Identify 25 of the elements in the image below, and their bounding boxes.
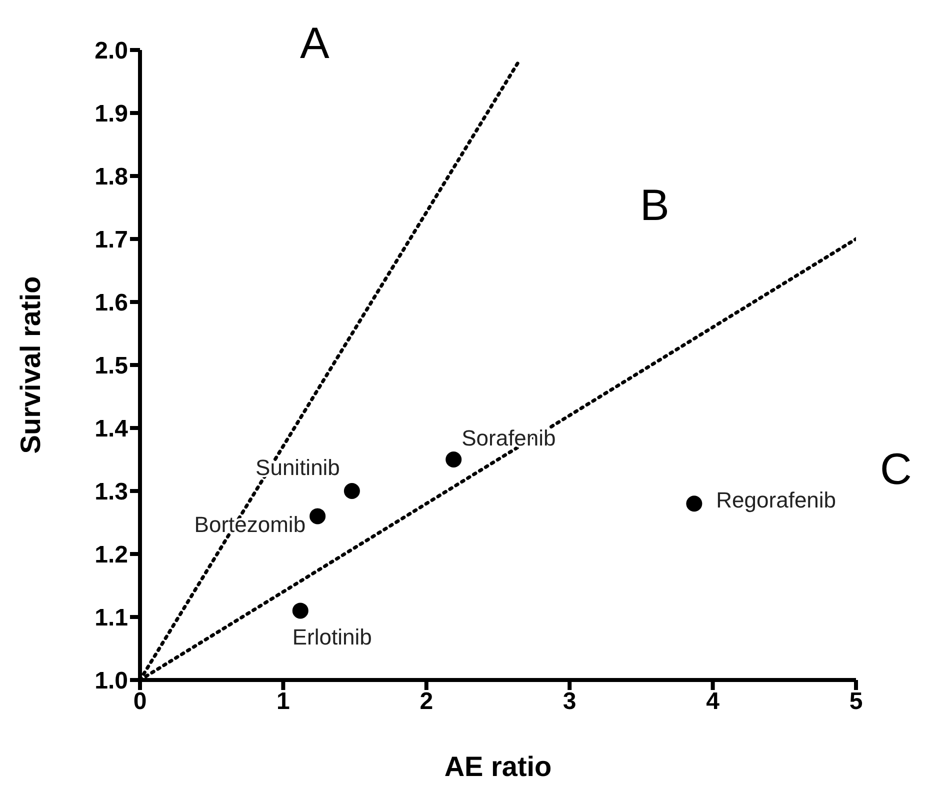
x-tick-label: 4	[706, 688, 720, 716]
y-tick-label: 1.4	[94, 416, 129, 443]
x-axis-title: AE ratio	[444, 751, 552, 782]
x-tick-label: 3	[562, 688, 576, 716]
text: C	[880, 445, 912, 494]
y-tick-label: 1.6	[94, 290, 128, 317]
y-axis-title: Survival ratio	[14, 276, 46, 454]
y-tick-label: 2.0	[94, 38, 128, 65]
annotation: A	[300, 19, 330, 68]
y-tick-label: 1.0	[94, 668, 128, 695]
series-label: Bortezomib	[194, 512, 306, 538]
x-tick-label: 5	[849, 688, 863, 716]
x-tick-label: 1	[276, 688, 290, 716]
y-tick-label: 1.9	[94, 100, 128, 128]
x-tick-label: 0	[133, 688, 147, 716]
y-tick-label: 1.1	[94, 604, 128, 632]
y-tick-label: 1.2	[94, 542, 128, 569]
series-label: Regorafenib	[716, 488, 836, 513]
y-tick-label: 1.8	[94, 164, 128, 191]
y-tick-label: 1.5	[94, 352, 128, 380]
y-tick-label: 1.7	[94, 226, 128, 254]
x-tick-label: 2	[420, 688, 434, 716]
annotation: B	[640, 181, 670, 230]
series-label: Erlotinib	[292, 624, 372, 650]
y-tick-label: 1.3	[94, 478, 128, 506]
